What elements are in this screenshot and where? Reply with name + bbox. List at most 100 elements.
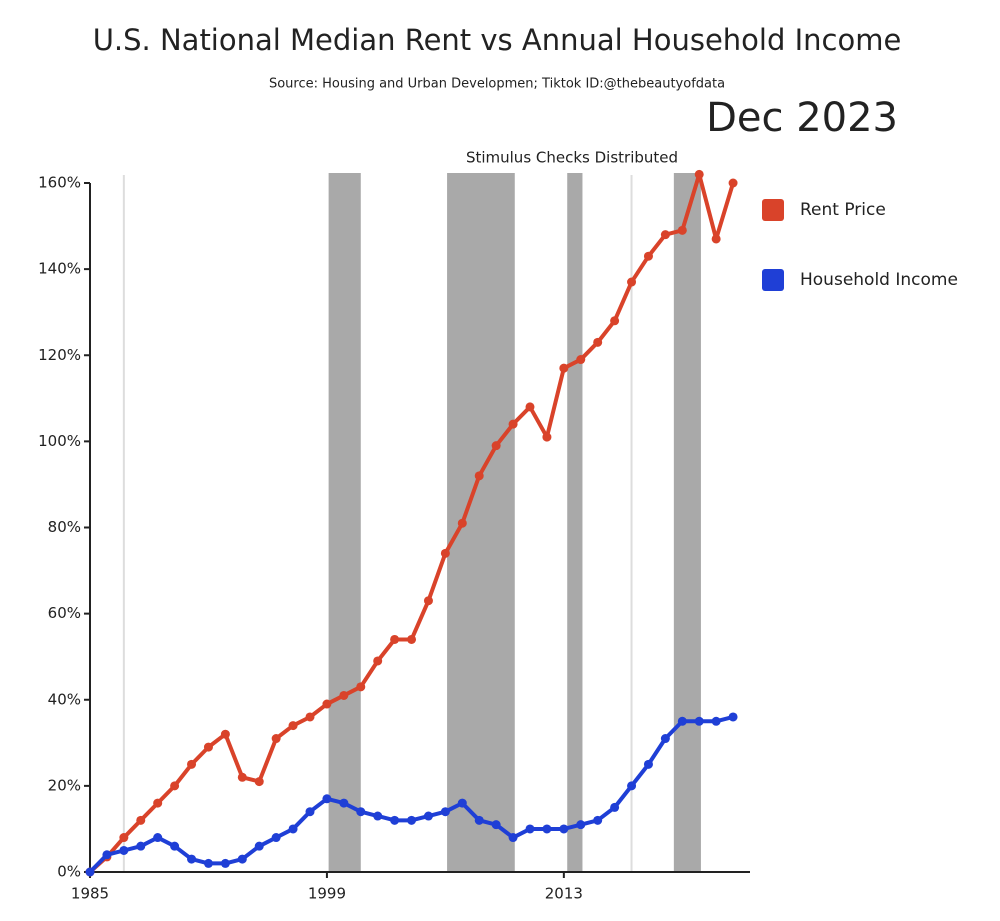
- legend-label: Household Income: [800, 270, 958, 290]
- data-point: [525, 402, 535, 412]
- data-point: [305, 807, 315, 817]
- y-tick-label: 60%: [48, 604, 81, 622]
- y-tick-label: 140%: [38, 260, 81, 278]
- data-point: [153, 798, 163, 808]
- data-point: [170, 841, 180, 851]
- data-point: [474, 815, 484, 825]
- data-point: [576, 820, 586, 830]
- data-point: [136, 815, 146, 825]
- data-point: [440, 807, 450, 817]
- stimulus-band: [567, 173, 583, 872]
- data-point: [102, 850, 112, 860]
- data-point: [407, 815, 417, 825]
- data-point: [542, 432, 552, 442]
- data-point: [271, 833, 281, 843]
- data-point: [237, 772, 247, 782]
- data-point: [407, 634, 417, 644]
- data-point: [474, 471, 484, 481]
- data-point: [390, 634, 400, 644]
- data-point: [237, 854, 247, 864]
- data-point: [220, 858, 230, 868]
- data-point: [373, 656, 383, 666]
- data-point: [356, 807, 366, 817]
- stimulus-band: [447, 173, 515, 872]
- x-tick-label: 1985: [71, 885, 109, 903]
- data-point: [559, 824, 569, 834]
- data-point: [576, 355, 586, 365]
- chart-subtitle: Source: Housing and Urban Developmen; Ti…: [269, 77, 725, 92]
- data-point: [508, 419, 518, 429]
- data-point: [203, 742, 213, 752]
- data-point: [643, 759, 653, 769]
- y-tick-label: 80%: [48, 518, 81, 536]
- data-point: [136, 841, 146, 851]
- data-point: [525, 824, 535, 834]
- data-point: [610, 802, 620, 812]
- data-point: [542, 824, 552, 834]
- data-point: [660, 734, 670, 744]
- annotation: Stimulus Checks Distributed: [466, 149, 678, 167]
- data-point: [187, 854, 197, 864]
- data-point: [457, 518, 467, 528]
- data-point: [491, 820, 501, 830]
- data-point: [593, 337, 603, 347]
- data-point: [203, 858, 213, 868]
- data-point: [593, 815, 603, 825]
- data-point: [610, 316, 620, 326]
- data-point: [508, 833, 518, 843]
- stimulus-band: [673, 173, 701, 872]
- legend-label: Rent Price: [800, 200, 886, 220]
- y-tick-label: 40%: [48, 690, 81, 708]
- stimulus-band: [328, 173, 361, 872]
- data-point: [677, 716, 687, 726]
- data-point: [119, 833, 129, 843]
- data-point: [694, 169, 704, 179]
- data-point: [322, 794, 332, 804]
- data-point: [254, 841, 264, 851]
- data-point: [711, 716, 721, 726]
- data-point: [305, 712, 315, 722]
- data-point: [220, 729, 230, 739]
- data-point: [728, 178, 738, 188]
- data-point: [339, 798, 349, 808]
- data-point: [119, 845, 129, 855]
- data-point: [423, 811, 433, 821]
- x-tick-label: 2013: [545, 885, 583, 903]
- data-point: [288, 721, 298, 731]
- data-point: [85, 867, 95, 877]
- data-point: [677, 225, 687, 235]
- data-point: [390, 815, 400, 825]
- data-point: [694, 716, 704, 726]
- y-tick-label: 0%: [57, 863, 81, 881]
- data-point: [356, 682, 366, 692]
- data-point: [559, 363, 569, 373]
- data-point: [254, 777, 264, 787]
- data-point: [322, 699, 332, 709]
- date-label: Dec 2023: [706, 95, 898, 141]
- data-point: [440, 548, 450, 558]
- y-tick-label: 100%: [38, 432, 81, 450]
- data-point: [457, 798, 467, 808]
- data-point: [170, 781, 180, 791]
- y-tick-label: 160%: [38, 174, 81, 192]
- data-point: [643, 251, 653, 261]
- data-point: [339, 690, 349, 700]
- data-point: [711, 234, 721, 244]
- data-point: [660, 230, 670, 240]
- data-point: [728, 712, 738, 722]
- data-point: [627, 781, 637, 791]
- data-point: [153, 833, 163, 843]
- x-tick-label: 1999: [308, 885, 346, 903]
- data-point: [491, 441, 501, 451]
- data-point: [627, 277, 637, 287]
- data-point: [423, 596, 433, 606]
- legend-swatch: [762, 269, 784, 291]
- data-point: [271, 734, 281, 744]
- data-point: [373, 811, 383, 821]
- series-line: [88, 172, 735, 874]
- series-line: [88, 715, 734, 874]
- data-point: [288, 824, 298, 834]
- y-tick-label: 20%: [48, 776, 81, 794]
- legend-swatch: [762, 199, 784, 221]
